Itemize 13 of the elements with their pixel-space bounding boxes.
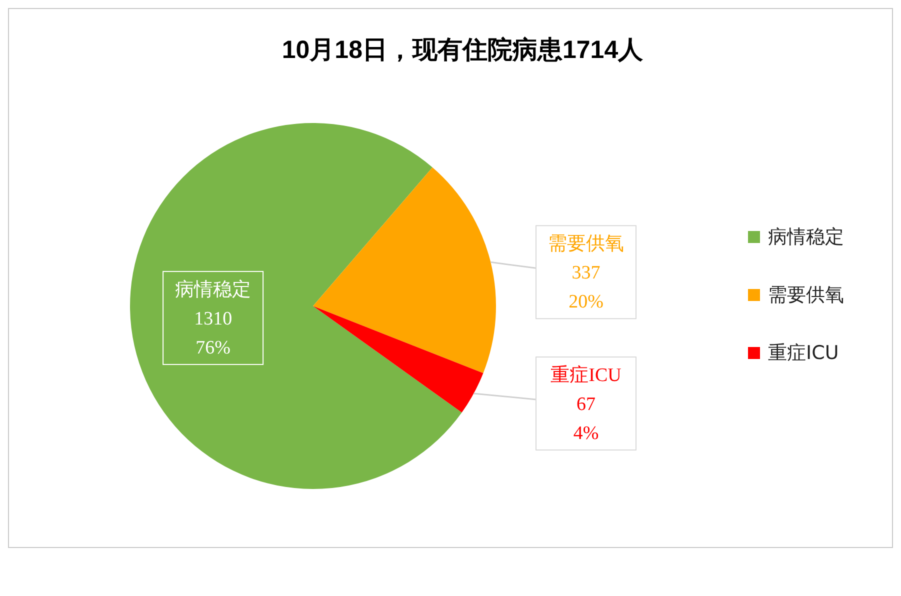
pie-slice: [313, 306, 484, 413]
legend-label: 重症ICU: [768, 341, 839, 366]
data-label: 337 20%: [568, 262, 604, 313]
legend-label: 病情稳定: [768, 225, 844, 250]
slice-label: 病情稳定: [175, 278, 252, 300]
legend-label: 需要供氧: [768, 283, 844, 308]
data-label: 1310 76%: [194, 308, 232, 358]
chart-title: 10月18日，现有住院病患1714人: [280, 35, 644, 66]
slice-label: 需要供氧: [548, 234, 624, 255]
pie-slice: [313, 167, 496, 374]
slice-label: 重症ICU: [550, 365, 622, 386]
data-label: 67 4%: [573, 394, 599, 444]
pie-slice: [130, 123, 462, 489]
